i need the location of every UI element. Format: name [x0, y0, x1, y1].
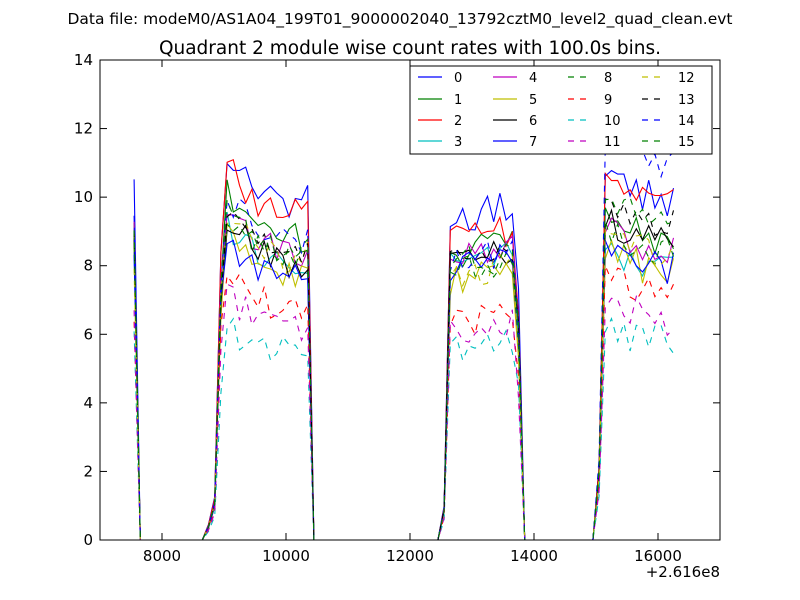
series-line-7: [133, 239, 675, 540]
series-line-15: [133, 196, 674, 540]
y-tick-label: 2: [83, 462, 93, 480]
series-line-6: [133, 208, 674, 540]
legend-label-7: 7: [529, 135, 537, 150]
x-tick-label: 10000: [262, 547, 310, 565]
x-tick-label: 8000: [143, 547, 181, 565]
legend-label-2: 2: [454, 114, 462, 129]
legend-label-0: 0: [454, 71, 462, 86]
x-tick-label: 14000: [510, 547, 558, 565]
legend-label-5: 5: [529, 93, 537, 108]
y-tick-label: 12: [74, 120, 93, 138]
series-line-11: [133, 283, 674, 540]
y-tick-label: 0: [83, 531, 93, 549]
x-offset-label: +2.616e8: [646, 563, 720, 581]
chart-title: Quadrant 2 module wise count rates with …: [159, 38, 661, 59]
legend-label-15: 15: [678, 135, 695, 150]
series-layer: [133, 128, 675, 540]
chart-suptitle: Data file: modeM0/AS1A04_199T01_90000020…: [67, 10, 732, 29]
series-line-12: [133, 221, 674, 540]
legend-label-3: 3: [454, 135, 462, 150]
y-tick-label: 10: [74, 188, 93, 206]
series-line-2: [133, 158, 674, 540]
series-line-9: [133, 265, 674, 540]
y-tick-label: 8: [83, 257, 93, 275]
legend-label-14: 14: [678, 114, 695, 129]
series-line-0: [133, 162, 675, 540]
x-tick-label: 16000: [634, 547, 682, 565]
legend-label-8: 8: [604, 71, 612, 86]
y-tick-label: 4: [83, 394, 93, 412]
legend-label-6: 6: [529, 114, 537, 129]
series-line-4: [133, 214, 675, 540]
y-tick-label: 14: [74, 51, 93, 69]
legend-box: [409, 65, 713, 155]
series-line-1: [133, 179, 674, 540]
x-tick-label: 12000: [386, 547, 434, 565]
legend-label-10: 10: [604, 114, 621, 129]
legend-label-11: 11: [604, 135, 621, 150]
legend-label-1: 1: [454, 93, 462, 108]
x-axis: 8000 10000 12000 14000 16000: [143, 60, 682, 565]
y-tick-label: 6: [83, 325, 93, 343]
legend-label-12: 12: [678, 71, 695, 86]
legend-label-9: 9: [604, 93, 612, 108]
series-line-3: [133, 211, 674, 540]
series-line-10: [133, 317, 674, 540]
legend-label-13: 13: [678, 93, 695, 108]
legend-label-4: 4: [529, 71, 537, 86]
